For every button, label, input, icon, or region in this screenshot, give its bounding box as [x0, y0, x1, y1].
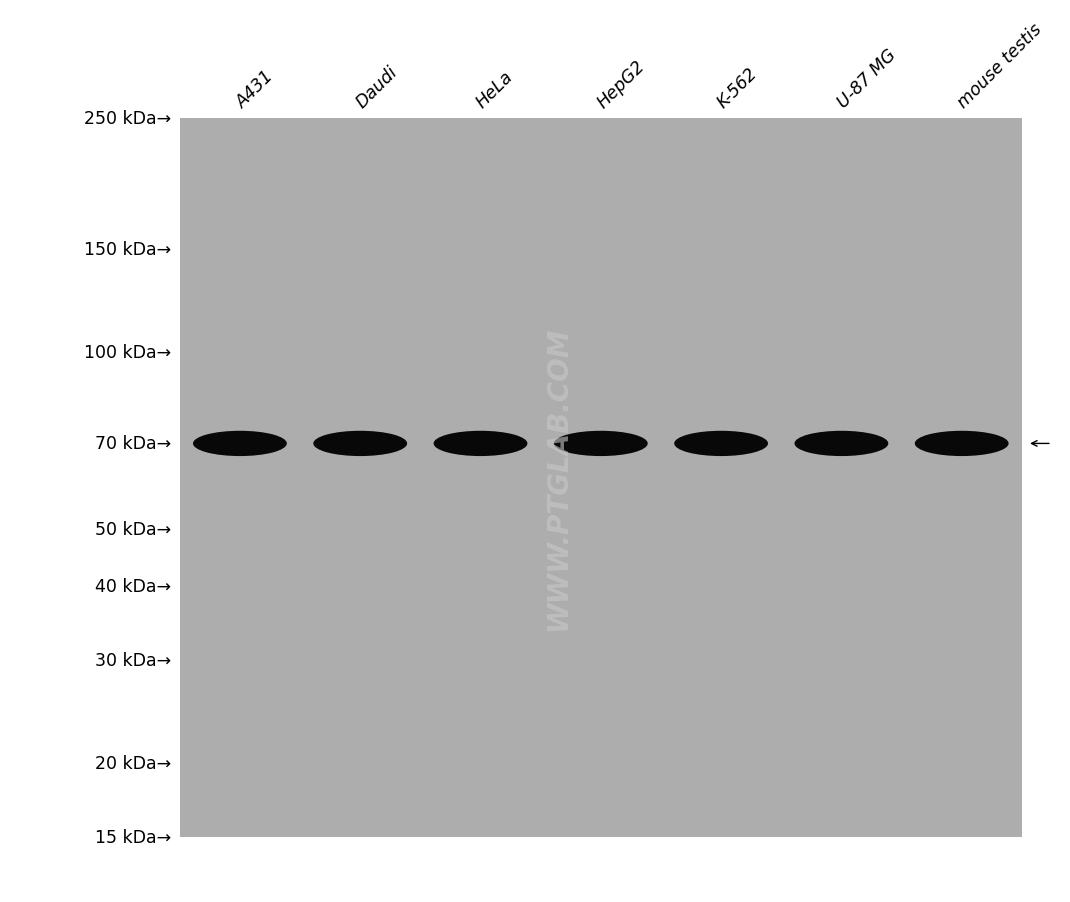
Text: 15 kDa→: 15 kDa→	[95, 828, 171, 846]
Text: HeLa: HeLa	[473, 68, 517, 112]
Text: 70 kDa→: 70 kDa→	[95, 435, 171, 453]
Text: U-87 MG: U-87 MG	[834, 46, 900, 112]
Ellipse shape	[314, 431, 407, 456]
Ellipse shape	[795, 431, 888, 456]
Ellipse shape	[915, 431, 1009, 456]
Text: A431: A431	[232, 68, 277, 112]
Text: 250 kDa→: 250 kDa→	[85, 110, 171, 128]
Text: mouse testis: mouse testis	[954, 21, 1045, 112]
Ellipse shape	[433, 431, 528, 456]
Ellipse shape	[554, 431, 647, 456]
Text: 50 kDa→: 50 kDa→	[95, 520, 171, 538]
Bar	[180, 119, 1022, 837]
Text: Daudi: Daudi	[353, 63, 401, 112]
Text: HepG2: HepG2	[594, 57, 648, 112]
Text: 150 kDa→: 150 kDa→	[85, 241, 171, 258]
Text: WWW.PTGLAB.COM: WWW.PTGLAB.COM	[544, 326, 572, 630]
Ellipse shape	[674, 431, 768, 456]
Text: 20 kDa→: 20 kDa→	[95, 755, 171, 773]
Text: 40 kDa→: 40 kDa→	[95, 578, 171, 595]
Text: 100 kDa→: 100 kDa→	[85, 344, 171, 362]
Text: K-562: K-562	[714, 65, 761, 112]
Text: 30 kDa→: 30 kDa→	[95, 651, 171, 669]
Ellipse shape	[193, 431, 287, 456]
